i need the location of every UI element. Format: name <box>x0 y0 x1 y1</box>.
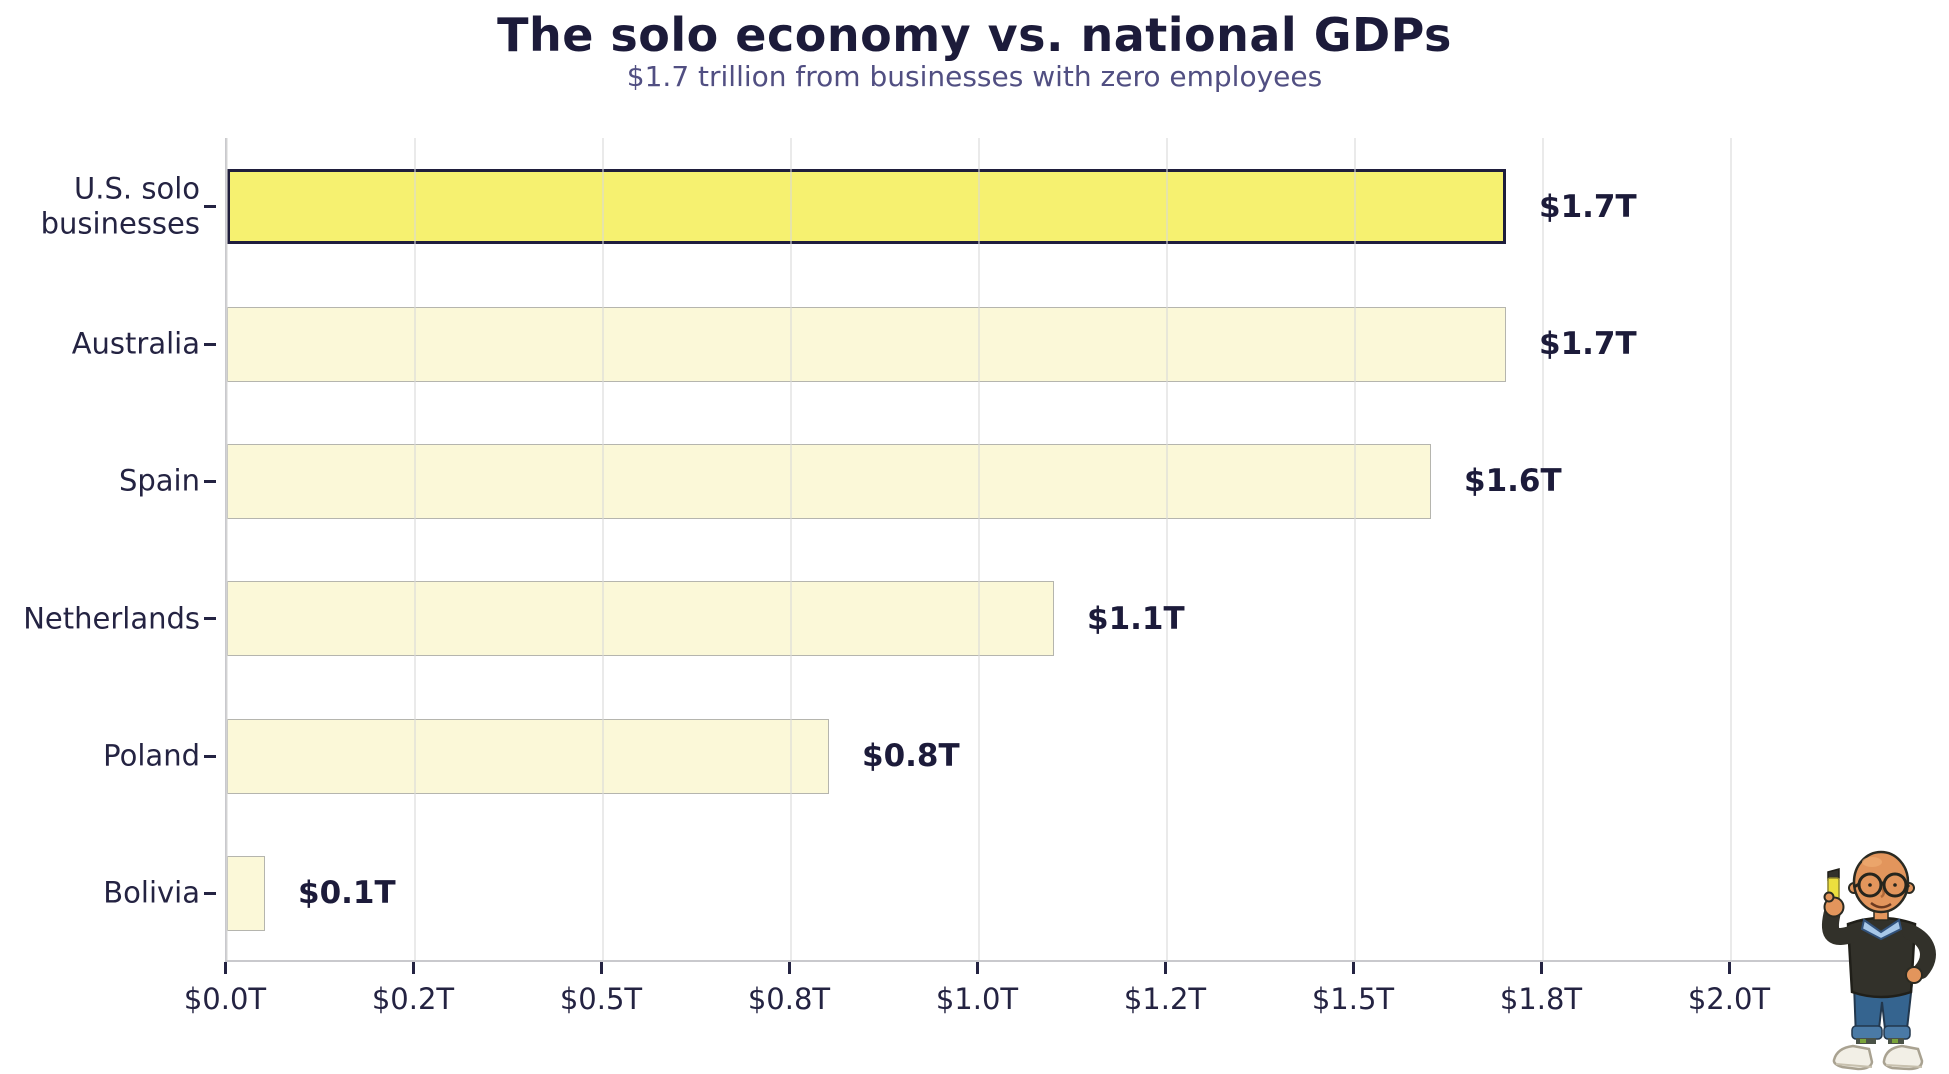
y-axis-label: Poland <box>103 738 200 773</box>
bar-value-label: $1.6T <box>1464 463 1562 500</box>
y-axis: U.S. solo businesses Australia Spain Nether… <box>0 138 225 962</box>
x-axis-tick <box>1352 962 1355 974</box>
gridline <box>1354 138 1356 960</box>
mascot-shoes <box>1832 1044 1924 1071</box>
gridline <box>414 138 416 960</box>
x-axis-tick-label: $1.0T <box>935 982 1019 1016</box>
x-axis-tick <box>412 962 415 974</box>
y-axis-tick <box>204 754 216 758</box>
mascot-jeans <box>1851 983 1914 1044</box>
bar-value-label: $1.7T <box>1539 188 1637 225</box>
mascot-arm-hip <box>1902 924 1936 979</box>
gridline <box>1542 138 1544 960</box>
y-axis-label: U.S. solo businesses <box>40 171 200 241</box>
x-axis: $0.0T $0.2T $0.5T $0.8T $1.0T $1.2T $1.5T $1.8T… <box>184 962 1910 1032</box>
gdp-bar <box>227 169 1506 245</box>
bar-value-label: $1.1T <box>1087 600 1185 637</box>
y-axis-tick <box>204 891 216 895</box>
gridline <box>1166 138 1168 960</box>
gdp-bar <box>227 306 1506 382</box>
y-axis-tick <box>204 617 216 621</box>
x-axis-tick-label: $0.2T <box>371 982 455 1016</box>
glasses-icon <box>1853 872 1911 898</box>
bar-value-label: $0.1T <box>298 875 396 912</box>
x-axis-tick-label: $0.5T <box>559 982 643 1016</box>
x-axis-tick <box>600 962 603 974</box>
y-axis-label: Spain <box>118 463 200 498</box>
x-axis-tick-label: $0.8T <box>747 982 831 1016</box>
x-axis-tick <box>1540 962 1543 974</box>
y-axis-label: Bolivia <box>103 875 200 910</box>
gridline <box>1730 138 1732 960</box>
x-axis-tick-label: $1.5T <box>1311 982 1395 1016</box>
x-axis-tick-label: $2.0T <box>1687 982 1771 1016</box>
bar-value-label: $1.7T <box>1539 326 1637 362</box>
mascot-shirt-collar <box>1860 918 1903 941</box>
gdp-bar <box>227 855 265 931</box>
gdp-bar <box>227 581 1054 657</box>
y-axis-label: Australia <box>71 326 200 361</box>
x-axis-tick <box>224 962 227 974</box>
x-axis-tick <box>1728 962 1731 974</box>
mascot-hand-raised <box>1823 891 1845 918</box>
x-axis-tick-label: $1.2T <box>1123 982 1207 1016</box>
y-axis-label: Netherlands <box>23 600 200 635</box>
gridline <box>978 138 980 960</box>
plot-area: $1.7T $1.7T $1.6T $1.1T $0.8T $0.1T <box>225 138 1910 962</box>
gdp-bar <box>227 443 1431 519</box>
gridline <box>226 138 228 960</box>
x-axis-tick <box>976 962 979 974</box>
mascot-arm-raised <box>1821 905 1861 945</box>
bar-value-label: $0.8T <box>862 738 960 774</box>
gridline <box>602 138 604 960</box>
mascot-illustration <box>1821 850 1936 1071</box>
x-axis-tick-label: $1.8T <box>1499 982 1583 1016</box>
y-axis-tick <box>204 342 216 346</box>
y-axis-tick <box>204 479 216 483</box>
y-axis-tick <box>204 205 216 209</box>
chart-title: The solo economy vs. national GDPs <box>497 8 1452 62</box>
x-axis-tick <box>1164 962 1167 974</box>
gdp-bar <box>227 718 829 794</box>
x-axis-tick <box>788 962 791 974</box>
gridline <box>790 138 792 960</box>
mascot-hand-hip <box>1905 966 1923 984</box>
chart-subtitle: $1.7 trillion from businesses with zero … <box>626 60 1323 93</box>
mascot-sweater <box>1846 916 1917 999</box>
x-axis-tick-label: $0.0T <box>183 982 267 1016</box>
